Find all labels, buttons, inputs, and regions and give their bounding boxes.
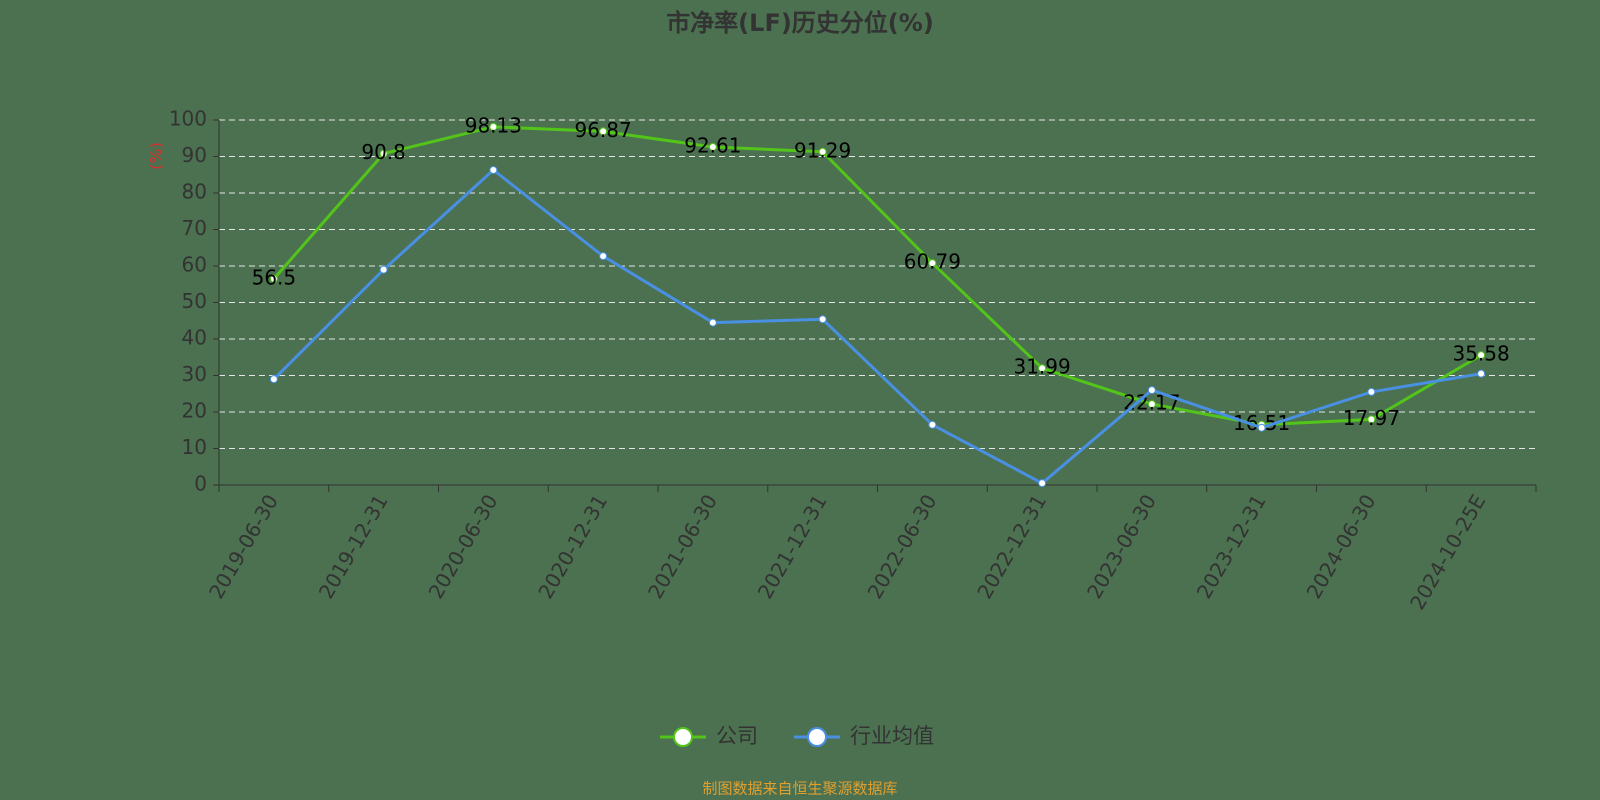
data-point [928, 259, 937, 268]
y-tick-label: 20 [182, 399, 207, 423]
y-tick-label: 0 [194, 472, 207, 496]
y-tick-label: 10 [182, 435, 207, 459]
series-line [272, 168, 1482, 485]
data-point [818, 315, 827, 324]
data-point [1367, 387, 1376, 396]
y-tick-label: 30 [182, 362, 207, 386]
data-point [489, 122, 498, 131]
data-label: 90.8 [361, 140, 406, 164]
y-tick-label: 60 [182, 253, 207, 277]
data-point [1038, 479, 1047, 488]
series-line [272, 125, 1482, 427]
legend-label: 行业均值 [850, 724, 934, 748]
data-point [379, 265, 388, 274]
data-point [489, 166, 498, 175]
legend-marker [673, 727, 693, 747]
data-point [1367, 415, 1376, 424]
source-note: 制图数据来自恒生聚源数据库 [702, 780, 897, 798]
y-tick-label: 90 [182, 143, 207, 167]
data-point [1038, 364, 1047, 373]
data-point [1257, 423, 1266, 432]
data-point [269, 375, 278, 384]
data-label: 35.58 [1452, 342, 1509, 366]
data-label: 17.97 [1343, 406, 1400, 430]
data-label: 60.79 [904, 250, 961, 274]
data-label: 92.61 [684, 133, 741, 157]
data-point [708, 142, 717, 151]
data-label: 98.13 [465, 113, 522, 137]
y-axis-label: (%) [147, 142, 166, 170]
y-tick-label: 100 [169, 107, 207, 131]
legend-marker [807, 727, 827, 747]
data-point [379, 149, 388, 158]
data-label: 91.29 [794, 138, 851, 162]
data-label: 22.17 [1123, 391, 1180, 415]
data-point [1477, 351, 1486, 360]
data-point [1147, 386, 1156, 395]
data-point [1477, 369, 1486, 378]
data-label: 31.99 [1013, 355, 1070, 379]
y-tick-label: 70 [182, 216, 207, 240]
data-point [269, 274, 278, 283]
chart-title: 市净率(LF)历史分位(%) [666, 9, 934, 37]
legend: 公司 行业均值 [660, 724, 934, 748]
data-point [599, 252, 608, 261]
data-point [1147, 400, 1156, 409]
data-point [818, 147, 827, 156]
y-tick-label: 80 [182, 180, 207, 204]
data-label: 96.87 [574, 118, 631, 142]
data-point [708, 318, 717, 327]
y-tick-label: 50 [182, 289, 207, 313]
data-point [928, 420, 937, 429]
legend-label: 公司 [716, 724, 758, 748]
data-label: 56.5 [252, 265, 297, 289]
data-point [599, 127, 608, 136]
y-tick-label: 40 [182, 326, 207, 350]
